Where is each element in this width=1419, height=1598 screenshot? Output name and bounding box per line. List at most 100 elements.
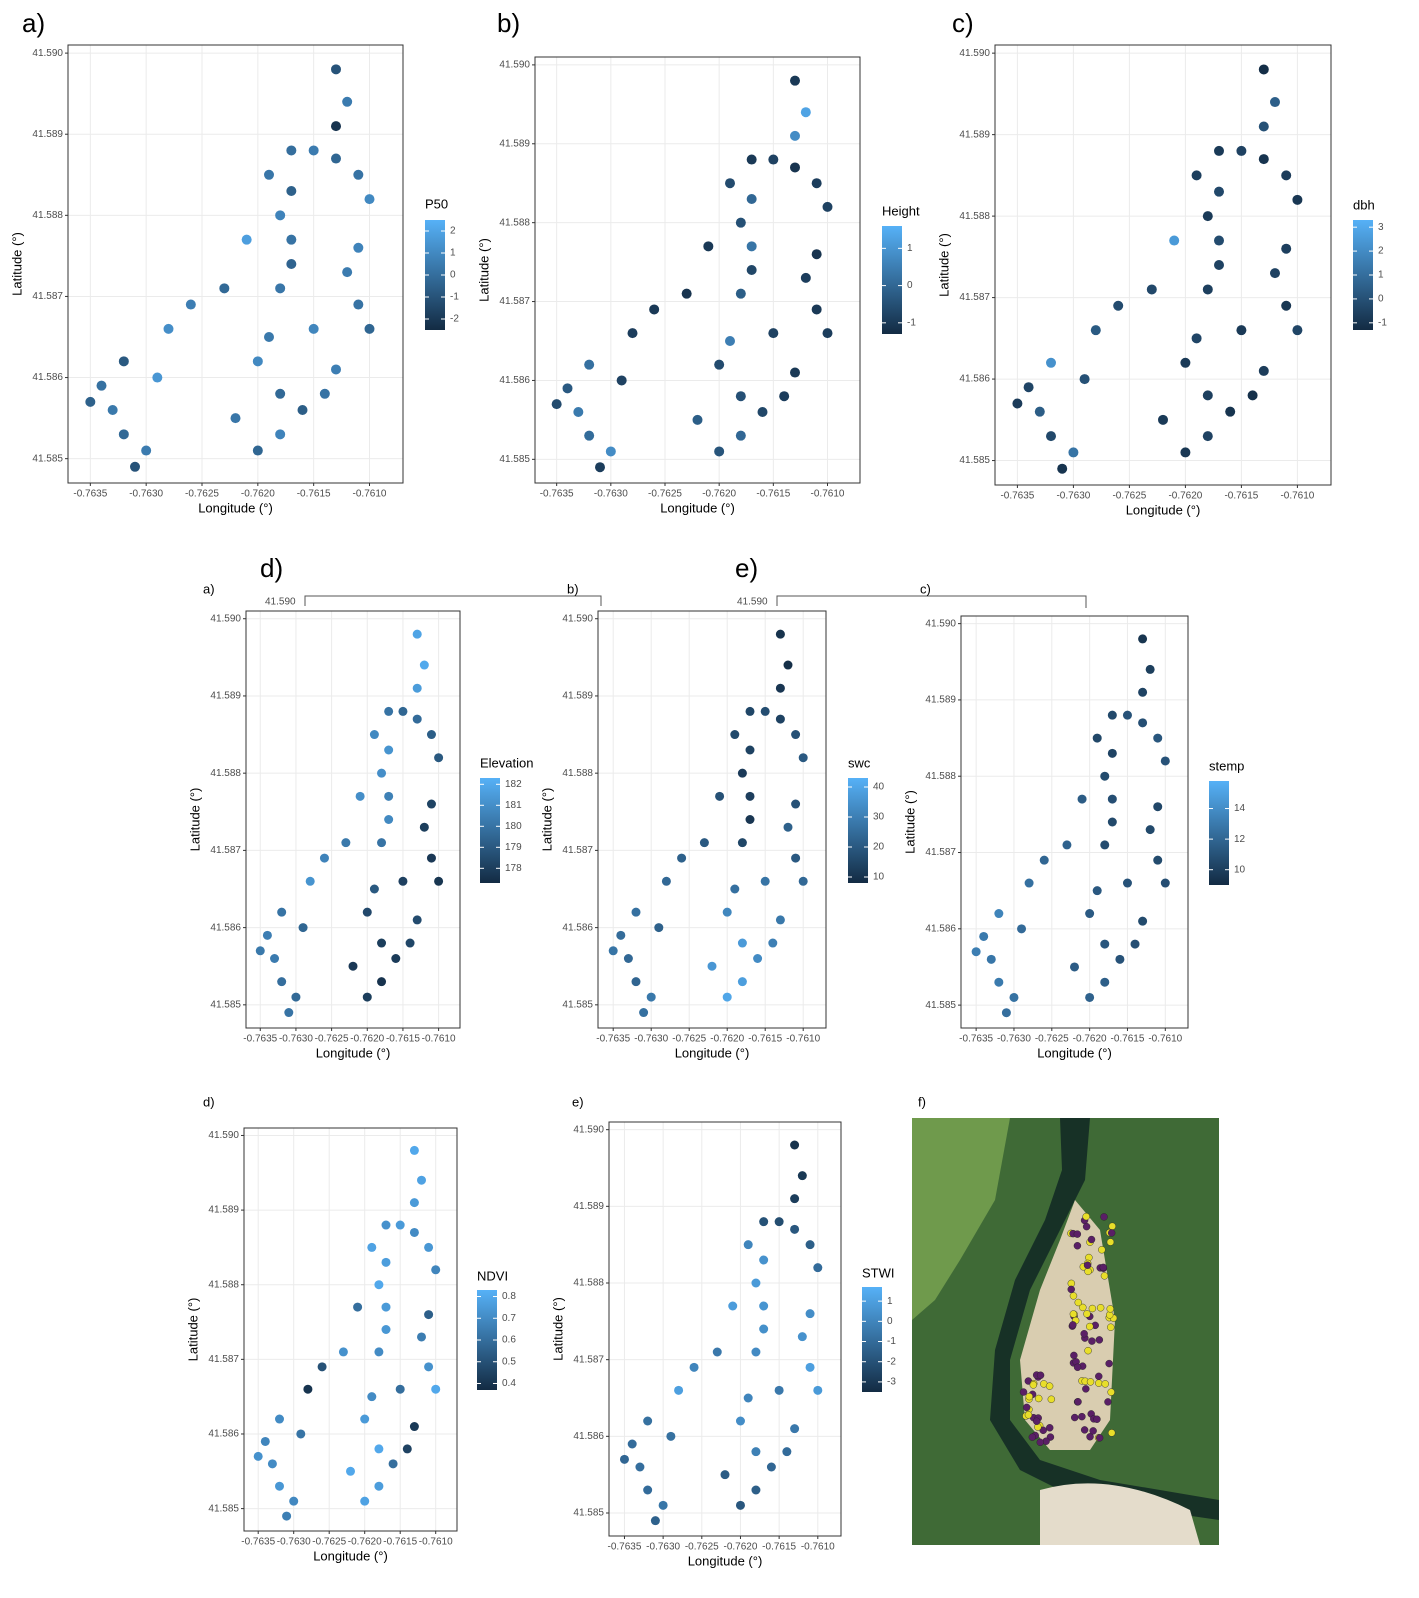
x-tick-label: -0.7610 [801,1542,835,1553]
x-tick-label: -0.7635 [73,489,107,500]
sample-dot [1020,1389,1027,1396]
colorbar-label: 2 [450,226,456,237]
point [256,946,265,955]
point [261,1437,270,1446]
x-tick-label: -0.7615 [1111,1034,1145,1045]
point [768,155,778,165]
point [759,1217,768,1226]
x-tick-label: -0.7630 [634,1034,668,1045]
point [275,283,285,293]
colorbar [862,1287,882,1392]
point [360,1497,369,1506]
point [391,954,400,963]
sample-dot [1037,1372,1044,1379]
point [1259,154,1269,164]
y-tick-label: 41.588 [208,1279,239,1290]
legend-title: Height [882,203,920,218]
sample-dot [1070,1352,1077,1359]
y-tick-label: 41.586 [562,922,593,933]
point [424,1310,433,1319]
x-tick-label: -0.7610 [353,489,387,500]
sample-dot [1090,1427,1097,1434]
point [674,1386,683,1395]
point [1146,665,1155,674]
x-tick-label: -0.7635 [540,489,574,500]
point [725,178,735,188]
point [758,407,768,417]
point [768,328,778,338]
y-tick-label: 41.585 [208,1503,239,1514]
point [651,1516,660,1525]
point [349,962,358,971]
point [384,815,393,824]
point [164,324,174,334]
fragment-label: 41.590 [737,597,768,608]
x-tick-label: -0.7620 [350,1034,384,1045]
point [286,259,296,269]
point [659,1501,668,1510]
point [1025,879,1034,888]
colorbar-label: -3 [887,1377,896,1388]
sample-dot [1037,1439,1044,1446]
point [1085,993,1094,1002]
point [374,1482,383,1491]
point [374,1280,383,1289]
y-tick-label: 41.587 [562,845,593,856]
point [806,1240,815,1249]
point [979,932,988,941]
colorbar-label: 14 [1234,803,1246,814]
panel-label: f) [918,1094,926,1109]
point [708,962,717,971]
point [1040,856,1049,865]
y-axis-label: Latitude (°) [550,1297,565,1361]
point [382,1221,391,1230]
panel-label: e) [572,1094,584,1109]
point [1259,64,1269,74]
x-tick-label: -0.7610 [811,489,845,500]
point [331,64,341,74]
point [790,131,800,141]
point [746,815,755,824]
legend-title: STWI [862,1265,895,1280]
point [365,324,375,334]
x-tick-label: -0.7635 [608,1542,642,1553]
sample-dot [1109,1223,1116,1230]
sample-dot [1108,1229,1115,1236]
point [1259,366,1269,376]
point [275,1482,284,1491]
point [693,415,703,425]
point [643,1417,652,1426]
point [723,993,732,1002]
point [377,769,386,778]
colorbar-label: 1 [887,1296,893,1307]
point [1214,236,1224,246]
x-axis-label: Longitude (°) [316,1045,391,1060]
legend-title: stemp [1209,758,1244,773]
panel: -0.7635-0.7630-0.7625-0.7620-0.7615-0.76… [936,45,1387,517]
colorbar-label: -1 [1378,317,1387,328]
colorbar [882,226,902,334]
point [284,1008,293,1017]
point [1161,756,1170,765]
point [277,977,286,986]
point [331,154,341,164]
colorbar-label: 0.7 [502,1313,516,1324]
sample-dot [1096,1434,1103,1441]
sample-dot [1093,1416,1100,1423]
point [1070,962,1079,971]
y-axis-label: Latitude (°) [936,233,951,297]
point [1203,431,1213,441]
y-tick-label: 41.588 [210,768,241,779]
sample-dot [1030,1381,1037,1388]
point [751,1348,760,1357]
point [268,1459,277,1468]
point [715,792,724,801]
point [363,993,372,1002]
sample-dot [1086,1323,1093,1330]
y-tick-label: 41.587 [959,292,990,303]
y-tick-label: 41.588 [573,1278,604,1289]
x-tick-label: -0.7625 [1112,491,1146,502]
sample-dot [1075,1398,1082,1405]
point [130,462,140,472]
point [775,1386,784,1395]
